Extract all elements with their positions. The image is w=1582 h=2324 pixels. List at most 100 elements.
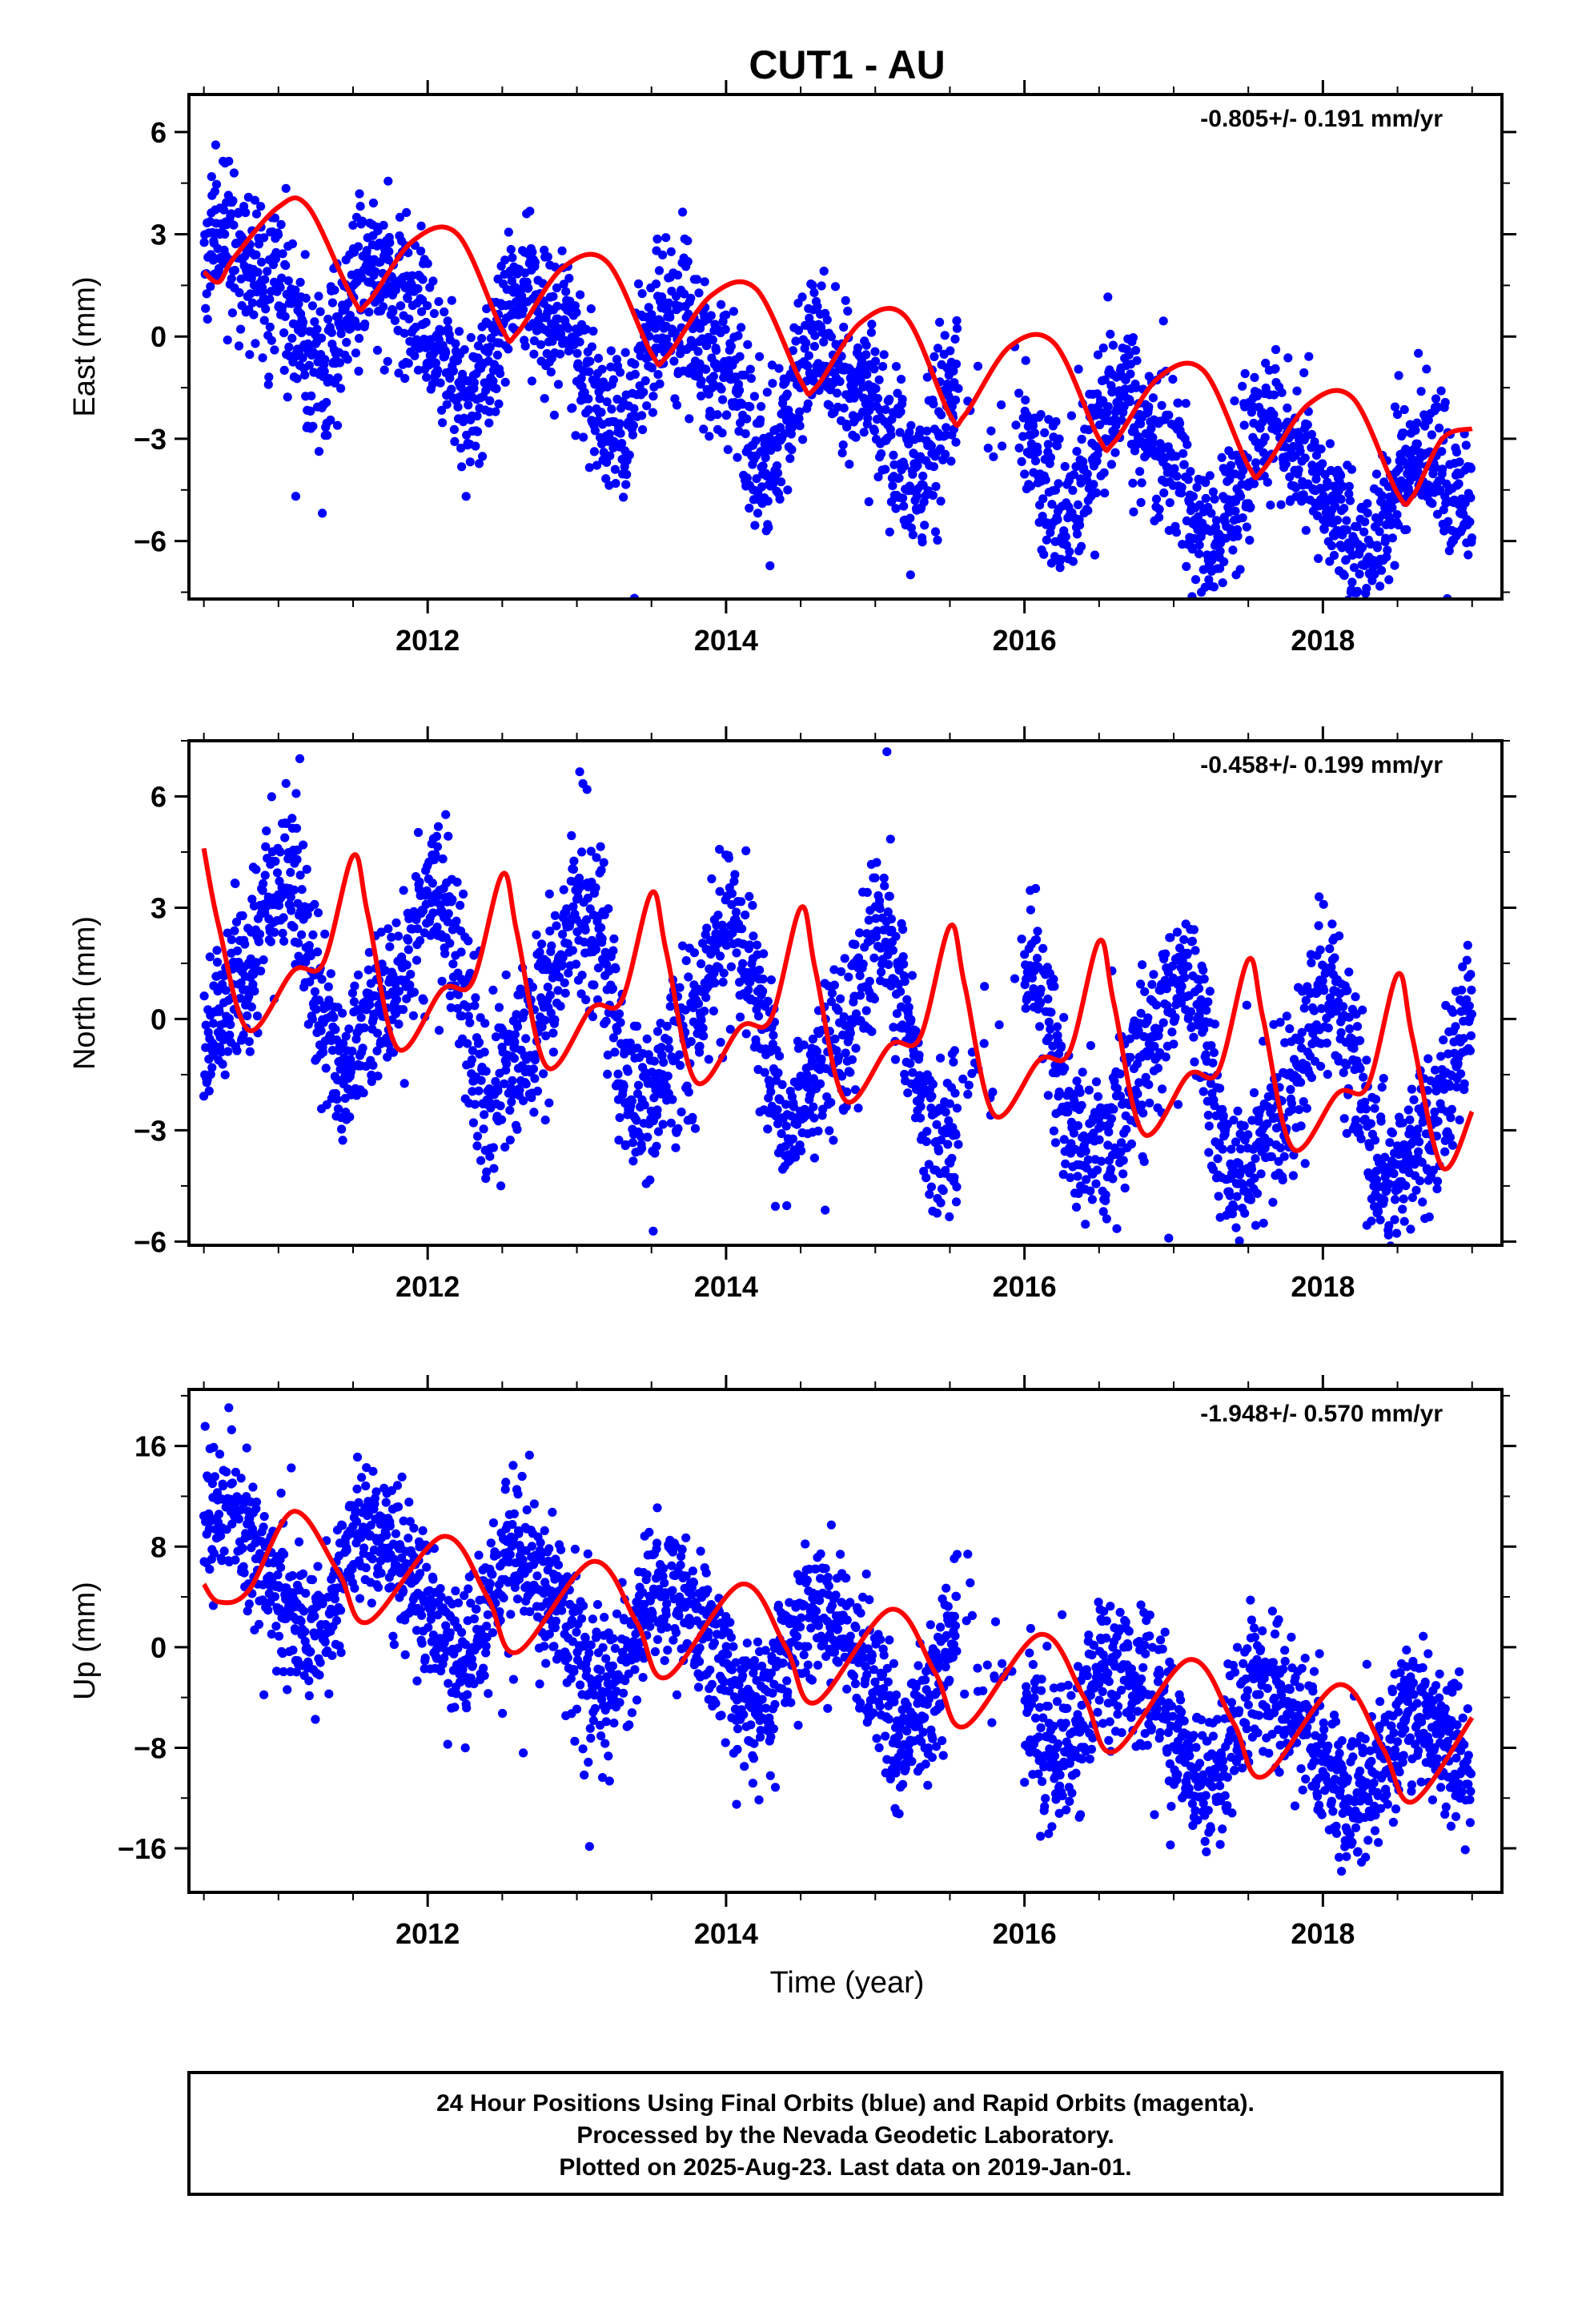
data-point [591, 883, 600, 893]
data-point [262, 826, 271, 836]
data-point [1149, 970, 1158, 979]
data-point [211, 140, 220, 150]
data-point [900, 1069, 909, 1080]
data-point [1342, 516, 1351, 525]
data-point [485, 342, 495, 352]
data-point [1281, 442, 1291, 452]
data-point [1182, 561, 1191, 572]
data-point [432, 831, 442, 841]
data-point [1211, 522, 1221, 532]
data-point [251, 339, 260, 348]
data-point [568, 946, 578, 955]
data-point [307, 1015, 317, 1024]
data-point [1275, 1017, 1285, 1027]
data-point [449, 424, 460, 435]
data-point [265, 295, 275, 304]
data-point [1040, 428, 1050, 438]
data-point [1147, 979, 1157, 989]
data-point [1466, 464, 1476, 473]
data-point [613, 1069, 623, 1079]
data-point [342, 337, 351, 348]
data-point [927, 1092, 937, 1101]
data-point [983, 444, 993, 453]
data-point [264, 372, 274, 382]
data-point [1443, 517, 1453, 526]
data-point [932, 1120, 942, 1129]
data-point [199, 238, 209, 247]
data-point [504, 227, 513, 237]
data-point [930, 527, 941, 537]
data-point [1246, 502, 1255, 512]
data-point [563, 939, 572, 948]
data-point [707, 874, 717, 883]
data-point [564, 273, 574, 283]
data-point [1318, 459, 1327, 468]
data-point [291, 789, 301, 798]
data-point [648, 392, 658, 401]
data-point [509, 1054, 520, 1063]
data-point [1031, 935, 1042, 944]
data-point [651, 279, 661, 289]
data-point [225, 1030, 235, 1040]
data-point [602, 397, 612, 407]
data-point [692, 275, 702, 284]
data-point [937, 410, 946, 420]
data-point [900, 461, 909, 471]
data-point [384, 247, 394, 256]
data-point [341, 1031, 351, 1041]
data-point [861, 340, 871, 350]
data-point [632, 1021, 642, 1031]
data-point [894, 473, 904, 483]
data-point [745, 891, 754, 901]
data-point [620, 348, 630, 357]
data-point [652, 234, 662, 244]
data-point [1285, 472, 1295, 482]
data-point [249, 310, 259, 320]
data-point [1329, 550, 1339, 561]
data-point [1427, 430, 1436, 440]
data-point [733, 452, 742, 462]
data-point [1164, 410, 1174, 420]
data-point [218, 1059, 227, 1069]
data-point [548, 1047, 559, 1057]
data-point [1038, 943, 1048, 953]
data-point [303, 910, 312, 919]
data-point [1042, 535, 1051, 545]
data-point [731, 907, 741, 917]
data-point [926, 441, 936, 451]
data-point [997, 400, 1006, 410]
data-point [700, 1007, 709, 1016]
data-point [1052, 1022, 1062, 1031]
data-point [853, 343, 863, 352]
data-point [461, 492, 471, 501]
data-point [1339, 504, 1349, 513]
data-point [801, 338, 811, 348]
data-point [276, 219, 286, 229]
data-point [1277, 388, 1287, 397]
data-point [790, 1152, 801, 1162]
data-point [500, 255, 510, 265]
data-point [950, 1088, 960, 1098]
data-point [510, 1030, 520, 1039]
data-point [595, 394, 604, 404]
data-point [628, 1138, 638, 1148]
data-point [668, 1095, 677, 1104]
data-point [537, 1022, 547, 1031]
data-point [322, 1100, 331, 1110]
data-point [1372, 543, 1383, 553]
data-point [941, 1108, 950, 1117]
data-point [236, 978, 246, 987]
data-point [524, 283, 533, 293]
data-point [1402, 525, 1411, 534]
data-point [1347, 464, 1356, 474]
data-point [247, 1002, 256, 1011]
data-point [1287, 1104, 1297, 1114]
data-point [1227, 1144, 1236, 1154]
data-point [552, 283, 562, 293]
data-point [286, 867, 295, 877]
data-point [835, 376, 845, 386]
data-point [1098, 343, 1108, 353]
data-point [766, 975, 777, 985]
data-point [1139, 1156, 1149, 1166]
